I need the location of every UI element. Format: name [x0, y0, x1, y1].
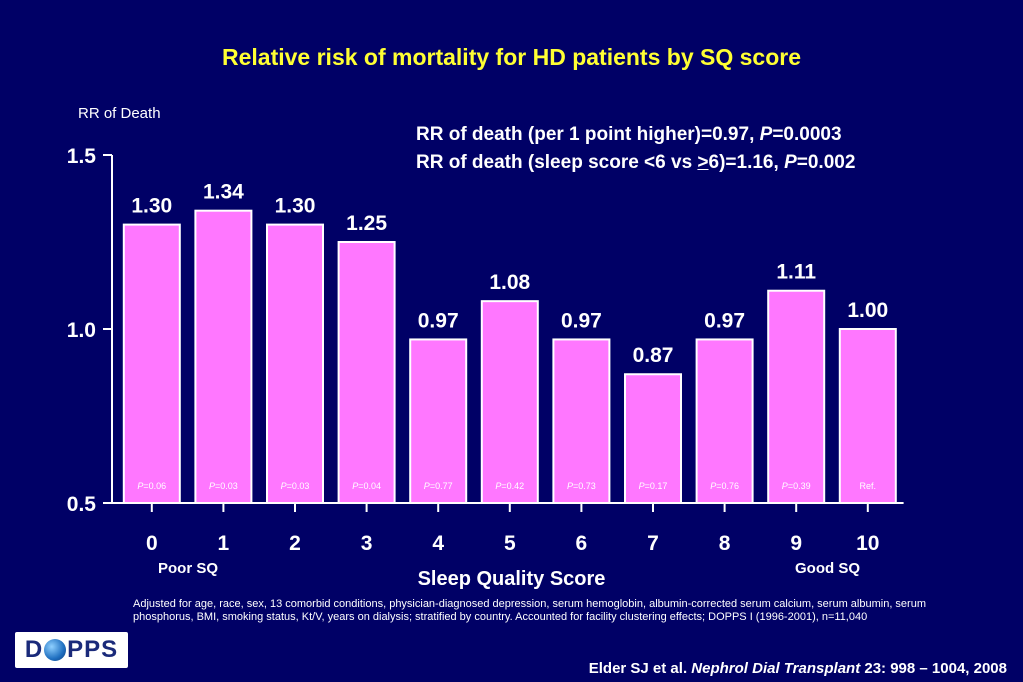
dopps-logo-right: PPS [67, 636, 119, 663]
p-value-label: P=0.77 [424, 481, 453, 491]
x-tick-label: 10 [856, 532, 879, 555]
y-axis-label: RR of Death [78, 105, 161, 122]
y-tick-label: 0.5 [67, 493, 97, 516]
bar-value-label: 0.97 [704, 309, 745, 332]
p-value-label: Ref. [860, 481, 877, 491]
p-value-label: P=0.06 [137, 481, 166, 491]
p-value-label: P=0.04 [352, 481, 381, 491]
p-value-label: P=0.03 [209, 481, 238, 491]
bar [409, 338, 468, 504]
globe-icon [44, 639, 67, 661]
citation-journal: Nephrol Dial Transplant [691, 660, 861, 677]
x-tick-label: 5 [504, 532, 516, 555]
bar-value-label: 0.87 [633, 344, 674, 367]
annotation-sleep-score-ge: > [697, 152, 709, 173]
x-tick-label: 1 [218, 532, 230, 555]
x-axis-label: Sleep Quality Score [417, 568, 606, 590]
bar-value-label: 0.97 [561, 309, 602, 332]
p-value-label: P=0.42 [495, 481, 524, 491]
poor-sq-label: Poor SQ [158, 560, 219, 577]
bar [122, 223, 181, 504]
bar-value-label: 1.25 [346, 212, 387, 235]
x-tick-label: 6 [576, 532, 588, 555]
x-tick-label: 2 [289, 532, 301, 555]
y-tick-label: 1.0 [67, 319, 96, 342]
annotation-per-point-prefix: RR of death (per 1 point higher)=0.97, [416, 124, 760, 145]
citation-prefix: Elder SJ et al. [588, 660, 692, 677]
citation-suffix: 23: 998 – 1004, 2008 [860, 660, 1007, 677]
p-value-label: P=0.17 [639, 481, 668, 491]
x-tick-label: 8 [719, 532, 731, 555]
bar [337, 241, 396, 504]
bar-value-label: 1.11 [776, 261, 816, 284]
bar [838, 328, 897, 504]
annotation-sleep-score-prefix: RR of death (sleep score <6 vs [416, 152, 698, 173]
p-value-label: P=0.76 [710, 481, 739, 491]
annotation-sleep-score-mid: 6)=1.16, [708, 152, 785, 173]
bar-value-label: 1.00 [847, 299, 888, 322]
annotation-sleep-score: RR of death (sleep score <6 vs >6)=1.16,… [416, 152, 855, 174]
x-tick-label: 4 [432, 532, 444, 555]
x-tick-label: 0 [146, 532, 158, 555]
p-value-label: P=0.03 [281, 481, 310, 491]
bar [695, 338, 754, 504]
p-value-label: P=0.39 [782, 481, 811, 491]
annotation-per-point: RR of death (per 1 point higher)=0.97, P… [416, 124, 842, 146]
dopps-logo-left: D [24, 636, 44, 663]
bar [194, 209, 253, 504]
good-sq-label: Good SQ [795, 560, 860, 577]
p-value-label: P=0.73 [567, 481, 596, 491]
x-tick-label: 3 [361, 532, 373, 555]
dopps-logo: D PPS [15, 632, 128, 668]
bar-value-label: 1.30 [275, 195, 316, 218]
chart-title: Relative risk of mortality for HD patien… [222, 44, 801, 70]
bar [480, 300, 539, 504]
citation: Elder SJ et al. Nephrol Dial Transplant … [589, 660, 1007, 677]
x-tick-label: 9 [790, 532, 802, 555]
bar-value-label: 1.08 [489, 271, 530, 294]
bar-value-label: 1.30 [131, 195, 172, 218]
bar [552, 338, 611, 504]
bar [767, 289, 826, 504]
bar-value-label: 1.34 [203, 181, 244, 204]
annotation-sleep-score-suffix: =0.002 [796, 152, 856, 173]
bar-value-label: 0.97 [418, 309, 459, 332]
annotation-per-point-suffix: =0.0003 [772, 124, 842, 145]
x-tick-label: 7 [647, 532, 659, 555]
annotation-per-point-p: P [759, 124, 773, 145]
bar [266, 223, 324, 504]
annotation-sleep-score-p: P [784, 152, 797, 173]
y-tick-label: 1.5 [67, 145, 97, 168]
footnote: Adjusted for age, race, sex, 13 comorbid… [133, 598, 926, 623]
bar [624, 373, 682, 504]
